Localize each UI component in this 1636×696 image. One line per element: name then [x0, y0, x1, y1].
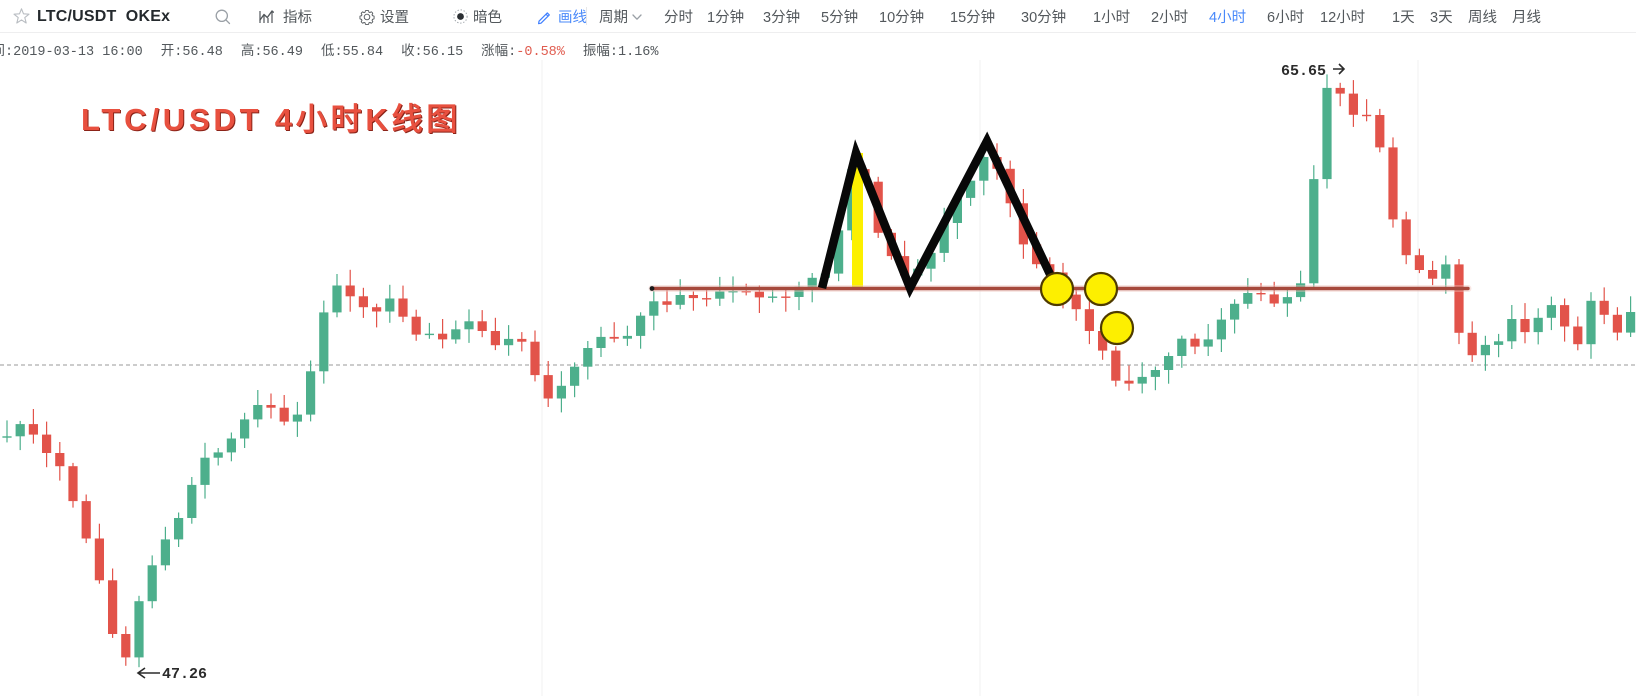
- svg-text:47.26: 47.26: [162, 666, 207, 683]
- svg-text:65.65: 65.65: [1281, 63, 1326, 80]
